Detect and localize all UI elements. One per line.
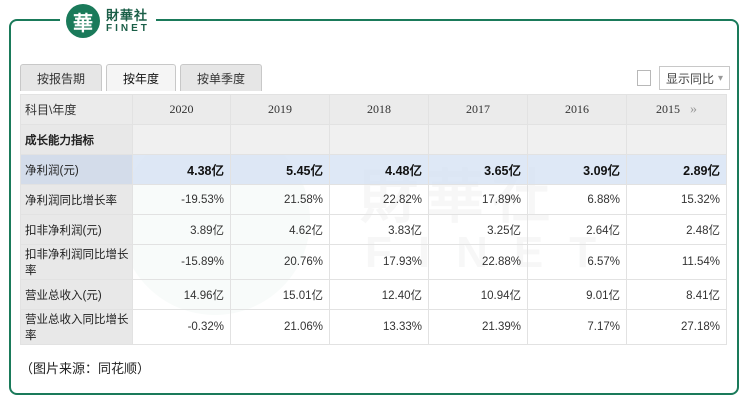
- table-cell: 20.76%: [230, 244, 330, 280]
- year-header: 2017: [428, 94, 528, 125]
- table-cell: 3.83亿: [329, 214, 429, 245]
- logo-name-en: FINET: [106, 22, 150, 34]
- tab-by-quarter[interactable]: 按单季度: [180, 64, 263, 91]
- table-cell: 2.48亿: [626, 214, 727, 245]
- table-cell: 2.89亿: [626, 154, 727, 185]
- content-frame: [9, 19, 739, 395]
- table-cell: 12.40亿: [329, 279, 429, 310]
- year-header: 2016: [527, 94, 627, 125]
- row-label: 净利润同比增长率: [20, 184, 133, 215]
- section-row: 成长能力指标: [20, 124, 727, 155]
- chevron-down-icon: ▾: [717, 72, 723, 84]
- table-cell: 4.62亿: [230, 214, 330, 245]
- table-cell: -0.32%: [132, 309, 231, 345]
- table-cell: 15.01亿: [230, 279, 330, 310]
- table-cell: 21.39%: [428, 309, 528, 345]
- year-header-last: 2015 »: [626, 94, 727, 125]
- table-cell: 5.45亿: [230, 154, 330, 185]
- table-cell: 10.94亿: [428, 279, 528, 310]
- tab-by-year[interactable]: 按年度: [106, 64, 177, 91]
- table-cell: 22.88%: [428, 244, 528, 280]
- table-cell: 21.58%: [230, 184, 330, 215]
- row-label: 净利润(元): [20, 154, 133, 185]
- table-row: 净利润(元) 4.38亿 5.45亿 4.48亿 3.65亿 3.09亿 2.89亿: [20, 154, 727, 185]
- finet-logo-icon: 華: [66, 4, 100, 38]
- row-label: 营业总收入同比增长率: [20, 309, 133, 345]
- table-row: 扣非净利润(元) 3.89亿 4.62亿 3.83亿 3.25亿 2.64亿 2.48亿: [20, 214, 727, 245]
- table-cell: 17.89%: [428, 184, 528, 215]
- header-label: 科目\年度: [20, 94, 133, 125]
- table-row: 扣非净利润同比增长率 -15.89% 20.76% 17.93% 22.88% 6.57%…: [20, 244, 727, 280]
- finet-logo: 華 財華社 FINET: [60, 4, 156, 38]
- row-label: 营业总收入(元): [20, 279, 133, 310]
- table-cell: 17.93%: [329, 244, 429, 280]
- row-label: 扣非净利润(元): [20, 214, 133, 245]
- year-header: 2018: [329, 94, 429, 125]
- table-cell: 2.64亿: [527, 214, 627, 245]
- table-row: 营业总收入同比增长率 -0.32% 21.06% 13.33% 21.39% 7.17% 2…: [20, 309, 727, 345]
- yoy-compare-control: 显示同比 ▾: [636, 66, 730, 90]
- table-cell: 6.88%: [527, 184, 627, 215]
- table-cell: 13.33%: [329, 309, 429, 345]
- table-cell: 3.09亿: [527, 154, 627, 185]
- table-cell: 7.17%: [527, 309, 627, 345]
- table-cell: 6.57%: [527, 244, 627, 280]
- yoy-compare-label: 显示同比: [665, 71, 714, 86]
- table-cell: 22.82%: [329, 184, 429, 215]
- source-note: （图片来源：同花顺）: [20, 361, 151, 376]
- table-cell: -15.89%: [132, 244, 231, 280]
- table-cell: 14.96亿: [132, 279, 231, 310]
- section-title: 成长能力指标: [20, 124, 133, 155]
- table-header-row: 科目\年度 2020 2019 2018 2017 2016 2015 »: [20, 94, 727, 125]
- table-cell: -19.53%: [132, 184, 231, 215]
- double-chevron-right-icon[interactable]: »: [690, 101, 697, 117]
- tab-by-report-period[interactable]: 按报告期: [20, 64, 103, 91]
- year-header: 2019: [230, 94, 330, 125]
- period-tabs: 按报告期 按年度 按单季度: [20, 64, 263, 91]
- table-cell: 4.48亿: [329, 154, 429, 185]
- logo-text: 財華社 FINET: [106, 9, 150, 34]
- table-cell: 3.25亿: [428, 214, 528, 245]
- table-cell: 8.41亿: [626, 279, 727, 310]
- yoy-compare-button[interactable]: 显示同比 ▾: [658, 66, 730, 90]
- row-label: 扣非净利润同比增长率: [20, 244, 133, 280]
- table-row: 营业总收入(元) 14.96亿 15.01亿 12.40亿 10.94亿 9.01亿 8.4…: [20, 279, 727, 310]
- table-cell: 3.65亿: [428, 154, 528, 185]
- year-header: 2020: [132, 94, 231, 125]
- financial-table: 科目\年度 2020 2019 2018 2017 2016 2015 » 成长能…: [20, 94, 727, 345]
- yoy-checkbox[interactable]: [636, 70, 651, 86]
- table-cell: 21.06%: [230, 309, 330, 345]
- table-row: 净利润同比增长率 -19.53% 21.58% 22.82% 17.89% 6.88% 15…: [20, 184, 727, 215]
- table-cell: 27.18%: [626, 309, 727, 345]
- table-cell: 3.89亿: [132, 214, 231, 245]
- table-cell: 4.38亿: [132, 154, 231, 185]
- logo-name-cn: 財華社: [106, 7, 149, 23]
- table-cell: 9.01亿: [527, 279, 627, 310]
- year-header: 2015: [656, 101, 680, 116]
- table-cell: 11.54%: [626, 244, 727, 280]
- table-cell: 15.32%: [626, 184, 727, 215]
